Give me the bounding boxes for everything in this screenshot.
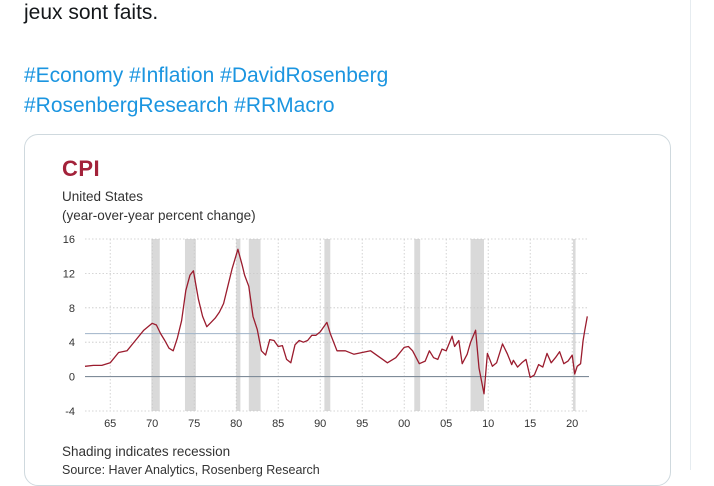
recession-shade (573, 239, 576, 411)
tweet-text: jeux sont faits. (24, 1, 159, 24)
recession-shade (184, 239, 196, 411)
hashtag-list: #Economy #Inflation #DavidRosenberg #Ros… (24, 61, 624, 121)
x-tick-label: 85 (272, 418, 284, 430)
y-tick-label: 8 (69, 303, 75, 315)
hashtag-link[interactable]: #RRMacro (234, 94, 335, 117)
x-tick-label: 00 (398, 418, 410, 430)
chart-subtitle-line: United States (62, 189, 144, 204)
recession-shade (236, 239, 241, 411)
x-tick-label: 80 (230, 418, 242, 430)
recession-shade (414, 239, 421, 411)
y-tick-label: 16 (63, 234, 75, 246)
hashtag-link[interactable]: #Inflation (129, 64, 215, 87)
y-tick-label: 12 (63, 268, 75, 280)
x-tick-label: 15 (524, 418, 536, 430)
chart-note: Shading indicates recession (62, 444, 231, 459)
y-tick-label: 0 (69, 372, 75, 384)
hashtag-link[interactable]: #Economy (24, 64, 124, 87)
recession-shade (248, 239, 261, 411)
chart-source: Source: Haver Analytics, Rosenberg Resea… (62, 463, 320, 477)
cpi-series-line (84, 248, 588, 395)
x-tick-label: 65 (104, 418, 116, 430)
tweet-media-card[interactable]: CPI United States (year-over-year percen… (24, 134, 671, 486)
y-tick-label: -4 (65, 406, 75, 418)
x-tick-label: 95 (356, 418, 368, 430)
recession-shade (470, 239, 484, 411)
x-tick-label: 75 (188, 418, 200, 430)
x-tick-label: 90 (314, 418, 326, 430)
hashtag-link[interactable]: #RosenbergResearch (24, 94, 229, 117)
chart-title: CPI (62, 156, 101, 181)
x-tick-label: 05 (440, 418, 452, 430)
chart-subtitle: United States (year-over-year percent ch… (62, 187, 256, 225)
cpi-line-chart: 16 12 8 4 0 -4 65 70 75 80 85 90 95 00 05 10 15 20 (63, 234, 589, 430)
x-tick-label: 70 (146, 418, 158, 430)
x-tick-label: 10 (482, 418, 494, 430)
hashtag-link[interactable]: #DavidRosenberg (220, 64, 389, 87)
x-tick-label: 20 (566, 418, 578, 430)
chart-subtitle-line: (year-over-year percent change) (62, 208, 256, 223)
y-tick-label: 4 (69, 337, 75, 349)
timeline-divider (690, 0, 691, 470)
